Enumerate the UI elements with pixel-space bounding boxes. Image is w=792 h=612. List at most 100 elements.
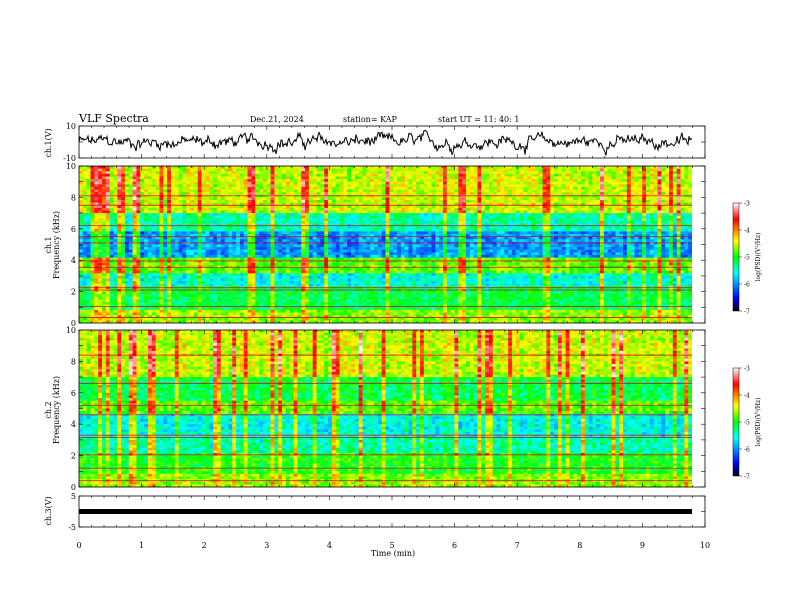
ch1-spectrogram-cell <box>466 218 470 221</box>
ch1-spectrogram-cell <box>294 245 298 248</box>
ch1-spectrogram-cell <box>451 218 455 221</box>
ch1-spectrogram-cell <box>681 216 685 219</box>
ch1-spectrogram-cell <box>320 226 324 229</box>
ch1-spectrogram-cell <box>405 187 409 190</box>
ch1-spectrogram-cell <box>481 187 485 190</box>
ch1-spectrogram-cell <box>236 231 240 234</box>
ch1-spectrogram-cell <box>512 184 516 187</box>
ch1-spectrogram-cell <box>520 190 524 193</box>
ch1-spectrogram-cell <box>117 176 121 179</box>
ch1-spectrogram-cell <box>635 176 639 179</box>
ch1-spectrogram-cell <box>159 169 163 172</box>
ch1-spectrogram-cell <box>271 195 275 198</box>
ch1-spectrogram-cell <box>83 184 87 187</box>
ch1-spectrogram-cell <box>297 216 301 219</box>
ch1-spectrogram-cell <box>244 197 248 200</box>
ch1-spectrogram-cell <box>443 239 447 242</box>
ch1-spectrogram-cell <box>106 237 110 240</box>
ch1-spectrogram-cell <box>205 184 209 187</box>
ch1-spectrogram-cell <box>129 229 133 232</box>
ch1-spectrogram-cell <box>523 237 527 240</box>
ch1-spectrogram-cell <box>512 224 516 227</box>
ch1-spectrogram-cell <box>481 208 485 211</box>
ch1-spectrogram-cell <box>386 213 390 216</box>
ch1-spectrogram-cell <box>167 187 171 190</box>
ch1-spectrogram-cell <box>297 166 301 169</box>
ch1-spectrogram-cell <box>228 213 232 216</box>
ch1-spectrogram-cell <box>175 242 179 245</box>
ch1-spectrogram-cell <box>113 218 117 221</box>
ch1-spectrogram-cell <box>393 176 397 179</box>
ch1-spectrogram-cell <box>278 187 282 190</box>
ch1-spectrogram-cell <box>83 237 87 240</box>
ch1-spectrogram-cell <box>504 187 508 190</box>
ch1-spectrogram-cell <box>290 205 294 208</box>
ch1-spectrogram-cell <box>661 171 665 174</box>
ch1-spectrogram-cell <box>351 182 355 185</box>
ch1-spectrogram-cell <box>90 184 94 187</box>
ch1-spectrogram-cell <box>658 221 662 224</box>
ch1-spectrogram-cell <box>623 210 627 213</box>
ch1-spectrogram-cell <box>363 205 367 208</box>
ch1-spectrogram-cell <box>355 208 359 211</box>
ch1-spectrogram-cell <box>631 216 635 219</box>
ch1-spectrogram-cell <box>171 226 175 229</box>
ch1-spectrogram-cell <box>408 200 412 203</box>
ch1-spectrogram-cell <box>152 216 156 219</box>
ch1-spectrogram-cell <box>98 205 102 208</box>
ch1-spectrogram-cell <box>355 200 359 203</box>
ch1-spectrogram-cell <box>355 171 359 174</box>
ch1-spectrogram-cell <box>267 213 271 216</box>
ch1-spectrogram-cell <box>83 187 87 190</box>
ch1-spectrogram-cell <box>355 205 359 208</box>
ch1-spectrogram-cell <box>543 213 547 216</box>
ch1-spectrogram-cell <box>443 176 447 179</box>
ch1-spectrogram-cell <box>458 179 462 182</box>
ch1-spectrogram-cell <box>615 205 619 208</box>
ch1-spectrogram-cell <box>278 216 282 219</box>
ch1-spectrogram-cell <box>182 216 186 219</box>
ch1-spectrogram-cell <box>592 242 596 245</box>
ch1-spectrogram-cell <box>255 171 259 174</box>
ch1-spectrogram-cell <box>336 218 340 221</box>
ch1-spectrogram-cell <box>684 184 688 187</box>
ch1-spectrogram-cell <box>113 239 117 242</box>
ch1-spectrogram-cell <box>359 208 363 211</box>
ch1-spectrogram-cell <box>110 224 114 227</box>
ch1-spectrogram-cell <box>278 200 282 203</box>
ch1-spectrogram-cell <box>512 179 516 182</box>
ch1-spectrogram-cell <box>140 197 144 200</box>
ch1-spectrogram-cell <box>148 184 152 187</box>
ch1-spectrogram-cell <box>213 192 217 195</box>
ch1-spectrogram-cell <box>355 239 359 242</box>
ch1-spectrogram-cell <box>148 221 152 224</box>
ch1-spectrogram-cell <box>508 176 512 179</box>
ch1-spectrogram-cell <box>351 239 355 242</box>
ch1-spectrogram-cell <box>600 210 604 213</box>
ch1-spectrogram-cell <box>320 200 324 203</box>
ch1-spectrogram-cell <box>638 190 642 193</box>
ch1-spectrogram-cell <box>205 169 209 172</box>
ch1-spectrogram-cell <box>79 192 83 195</box>
ch1-spectrogram-cell <box>267 200 271 203</box>
ch1-spectrogram-cell <box>631 231 635 234</box>
ch1-spectrogram-cell <box>669 216 673 219</box>
ch1-spectrogram-cell <box>420 205 424 208</box>
ch1-spectrogram-cell <box>615 174 619 177</box>
ch1-spectrogram-cell <box>213 197 217 200</box>
ch1-spectrogram-cell <box>294 237 298 240</box>
ch1-spectrogram-cell <box>79 239 83 242</box>
ch1-spectrogram-cell <box>635 242 639 245</box>
ch1-spectrogram-cell <box>198 216 202 219</box>
ch1-spectrogram-cell <box>474 200 478 203</box>
ch1-spectrogram-cell <box>347 229 351 232</box>
ch1-spectrogram-cell <box>386 226 390 229</box>
ch1-spectrogram-cell <box>251 229 255 232</box>
ch1-spectrogram-cell <box>646 221 650 224</box>
ch1-spectrogram-cell <box>562 184 566 187</box>
ch1-spectrogram-cell <box>684 171 688 174</box>
ch1-spectrogram-cell <box>619 224 623 227</box>
ch1-spectrogram-cell <box>159 208 163 211</box>
ch1-spectrogram-cell <box>370 200 374 203</box>
ch1-spectrogram-cell <box>550 176 554 179</box>
